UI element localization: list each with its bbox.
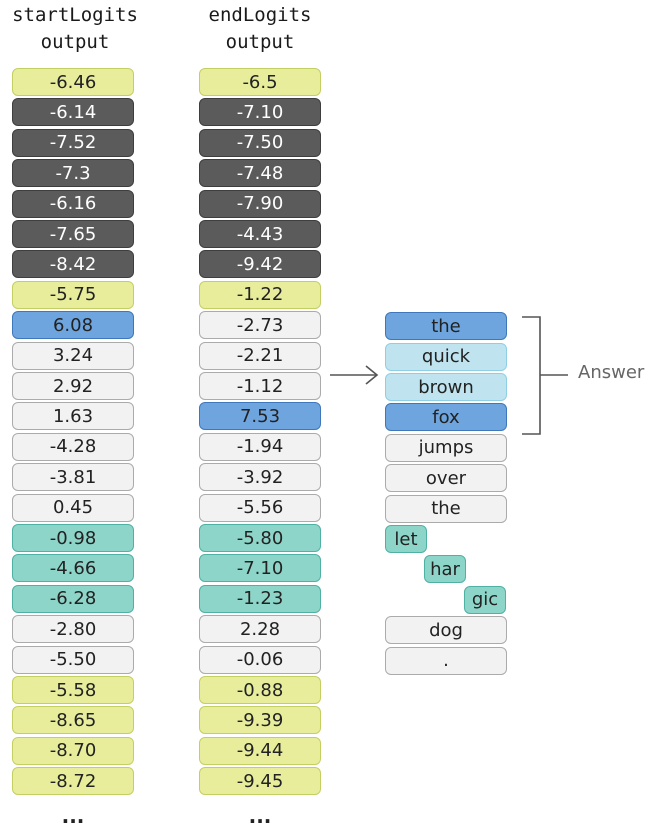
- answer-bracket: [522, 316, 568, 435]
- end-logit-cell: -3.92: [199, 463, 321, 492]
- start-logit-cell: -3.81: [12, 463, 134, 492]
- end-logit-cell: -2.73: [199, 311, 321, 340]
- start-logit-cell: -5.58: [12, 676, 134, 704]
- answer-label: Answer: [578, 362, 645, 383]
- end-logit-cell: -9.42: [199, 250, 321, 279]
- end-logit-cell: -5.80: [199, 524, 321, 552]
- end-logit-cell: -6.5: [199, 68, 321, 96]
- start-logit-cell: 3.24: [12, 341, 134, 370]
- end-logit-cell: -1.22: [199, 280, 321, 309]
- token-cell: let: [385, 525, 427, 553]
- end-logits-header: endLogits output: [184, 2, 336, 56]
- token-cell: har: [424, 555, 466, 584]
- start-logit-cell: 1.63: [12, 402, 134, 431]
- token-cell: quick: [385, 342, 507, 371]
- start-logit-cell: -8.65: [12, 706, 134, 735]
- start-logits-ellipsis: ...: [61, 804, 85, 828]
- start-logit-cell: -4.28: [12, 432, 134, 461]
- end-logit-cell: -7.10: [199, 554, 321, 583]
- start-logit-cell: -6.14: [12, 98, 134, 127]
- start-logit-cell: -5.50: [12, 645, 134, 674]
- end-logit-cell: 7.53: [199, 402, 321, 431]
- end-logits-header-line1: endLogits: [208, 4, 312, 26]
- end-logit-cell: -7.10: [199, 98, 321, 127]
- start-logit-cell: -7.65: [12, 220, 134, 248]
- start-logits-header: startLogits output: [0, 2, 150, 56]
- end-logit-cell: -7.50: [199, 128, 321, 157]
- end-logit-cell: -2.21: [199, 341, 321, 370]
- start-logit-cell: 2.92: [12, 372, 134, 400]
- start-logit-cell: -8.70: [12, 736, 134, 765]
- end-logits-header-line2: output: [225, 31, 295, 53]
- token-cell: jumps: [385, 433, 507, 462]
- token-cell: fox: [385, 403, 507, 432]
- token-cell: brown: [385, 373, 507, 401]
- start-logits-header-line1: startLogits: [12, 4, 138, 26]
- start-logit-cell: -7.3: [12, 159, 134, 188]
- token-cell: over: [385, 464, 507, 493]
- end-logit-cell: -1.94: [199, 432, 321, 461]
- start-logit-cell: 0.45: [12, 493, 134, 522]
- token-cell: gic: [464, 585, 506, 614]
- end-logit-cell: -1.12: [199, 372, 321, 400]
- start-logit-cell: -6.46: [12, 68, 134, 96]
- end-logit-cell: -0.06: [199, 645, 321, 674]
- end-logit-cell: -9.45: [199, 767, 321, 796]
- token-cell: the: [385, 494, 507, 523]
- start-logit-cell: 6.08: [12, 311, 134, 340]
- start-logit-cell: -6.28: [12, 584, 134, 613]
- start-logit-cell: -5.75: [12, 280, 134, 309]
- end-logit-cell: 2.28: [199, 615, 321, 644]
- end-logit-cell: -5.56: [199, 493, 321, 522]
- end-logit-cell: -7.90: [199, 189, 321, 218]
- token-cell: dog: [385, 616, 507, 645]
- end-logit-cell: -0.88: [199, 676, 321, 704]
- end-logits-ellipsis: ...: [248, 804, 272, 828]
- end-logit-cell: -9.44: [199, 736, 321, 765]
- start-logit-cell: -7.52: [12, 128, 134, 157]
- start-logits-header-line2: output: [40, 31, 110, 53]
- token-cell: the: [385, 312, 507, 341]
- start-logit-cell: -2.80: [12, 615, 134, 644]
- token-cell: .: [385, 646, 507, 675]
- start-logit-cell: -4.66: [12, 554, 134, 583]
- start-logit-cell: -6.16: [12, 189, 134, 218]
- start-logit-cell: -8.72: [12, 767, 134, 796]
- end-logit-cell: -7.48: [199, 159, 321, 188]
- end-logit-cell: -1.23: [199, 584, 321, 613]
- start-logit-cell: -8.42: [12, 250, 134, 279]
- arrow-icon: [330, 365, 379, 385]
- end-logit-cell: -9.39: [199, 706, 321, 735]
- start-logit-cell: -0.98: [12, 524, 134, 552]
- end-logit-cell: -4.43: [199, 220, 321, 248]
